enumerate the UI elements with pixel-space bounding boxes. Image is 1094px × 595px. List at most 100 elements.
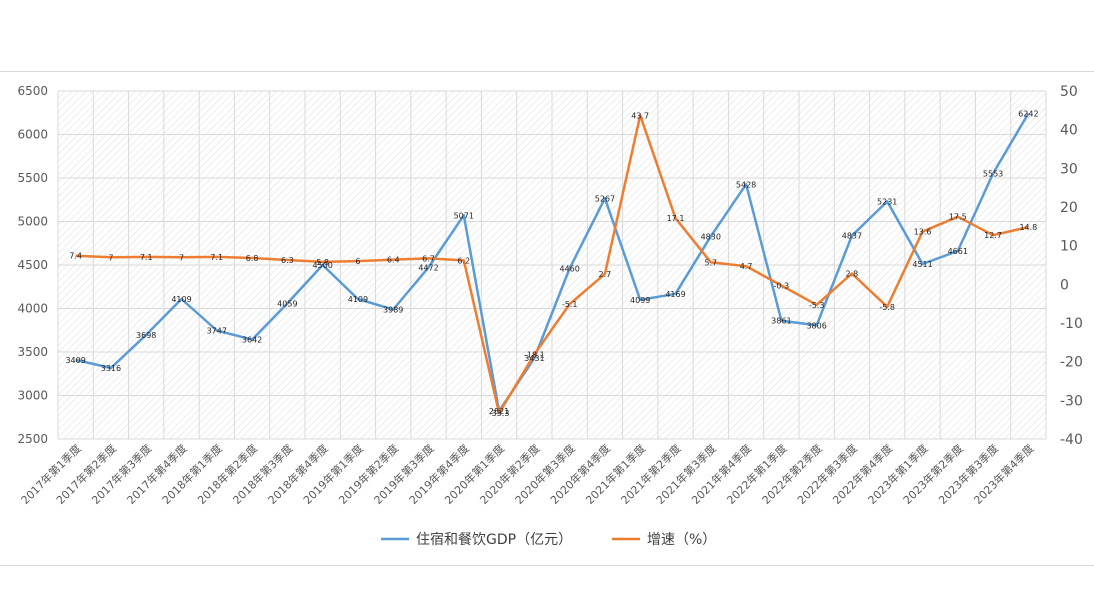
x-axis-category-label: 2018年第2季度: [194, 441, 260, 507]
x-axis-category-label: 2018年第1季度: [159, 441, 225, 507]
x-axis-category-label: 2017年第3季度: [89, 441, 155, 507]
gdp-data-label: 3409: [65, 356, 85, 365]
right-axis-tick-label: 50: [1060, 84, 1078, 100]
x-axis-category-label: 2020年第4季度: [547, 441, 613, 507]
legend-gdp-label: 住宿和餐饮GDP（亿元）: [416, 531, 572, 548]
left-axis-tick-label: 6500: [17, 84, 48, 98]
growth-data-label: 5.7: [704, 258, 717, 267]
right-axis-tick-label: 10: [1060, 239, 1078, 255]
growth-data-label: -5.1: [562, 300, 578, 309]
growth-data-label: -5.8: [879, 303, 895, 312]
gdp-data-label: 3806: [806, 321, 826, 330]
x-axis-category-label: 2019年第1季度: [300, 441, 366, 507]
gdp-data-label: 4472: [418, 263, 438, 272]
gdp-data-label: 3861: [771, 317, 791, 326]
x-axis-category-label: 2022年第3季度: [794, 441, 860, 507]
growth-data-label: 6.3: [281, 256, 294, 265]
x-axis-category-label: 2020年第2季度: [477, 441, 543, 507]
x-axis-category-label: 2017年第2季度: [53, 441, 119, 507]
gdp-data-label: 3747: [207, 327, 227, 336]
growth-data-label: -33.3: [489, 409, 510, 418]
legend-growth-label: 增速（%）: [647, 532, 716, 548]
gdp-data-label: 3642: [242, 336, 262, 345]
gdp-data-label: 4460: [559, 264, 579, 273]
gdp-data-label: 3316: [101, 364, 121, 373]
x-axis-category-label: 2022年第2季度: [759, 441, 825, 507]
right-axis-tick-label: 0: [1060, 277, 1069, 293]
x-axis-category-label: 2018年第3季度: [230, 441, 296, 507]
growth-data-label: 12.7: [984, 231, 1002, 240]
x-axis-category-label: 2021年第4季度: [688, 441, 754, 507]
gdp-data-label: 4661: [948, 247, 968, 256]
x-axis-category-label: 2022年第4季度: [830, 441, 896, 507]
growth-data-label: 7: [108, 253, 113, 262]
growth-data-label: 7.4: [69, 252, 82, 261]
growth-data-label: 6.7: [422, 254, 435, 263]
growth-data-label: 7.1: [210, 253, 223, 262]
growth-data-label: 17.5: [949, 213, 967, 222]
right-axis-tick-label: -30: [1060, 393, 1083, 409]
growth-data-label: 6.4: [387, 256, 400, 265]
growth-data-label: 7.1: [140, 253, 153, 262]
gdp-data-label: 3989: [383, 305, 403, 314]
right-axis-tick-label: -20: [1060, 355, 1083, 371]
x-axis-category-label: 2019年第3季度: [371, 441, 437, 507]
growth-data-label: 13.6: [914, 228, 932, 237]
right-axis-tick-label: -40: [1060, 432, 1083, 448]
x-axis-category-label: 2019年第2季度: [336, 441, 402, 507]
left-axis-tick-label: 5000: [17, 215, 48, 229]
gdp-data-label: 4837: [842, 232, 862, 241]
growth-data-label: 14.8: [1019, 223, 1037, 232]
left-axis-tick-label: 3500: [17, 345, 48, 359]
gdp-data-label: 4109: [348, 295, 368, 304]
left-axis-tick-label: 4500: [17, 258, 48, 272]
gdp-data-label: 3431: [524, 354, 544, 363]
right-axis-tick-label: 40: [1060, 123, 1078, 139]
x-axis-category-label: 2023年第4季度: [971, 441, 1037, 507]
x-axis-category-label: 2023年第1季度: [865, 441, 931, 507]
x-axis-category-label: 2023年第3季度: [935, 441, 1001, 507]
gdp-data-label: 5428: [736, 180, 756, 189]
left-axis-tick-label: 4000: [17, 302, 48, 316]
x-axis-category-label: 2022年第1季度: [724, 441, 790, 507]
x-axis-category-label: 2018年第4季度: [265, 441, 331, 507]
x-axis-category-label: 2021年第2季度: [618, 441, 684, 507]
gdp-data-label: 4511: [912, 260, 932, 269]
gdp-series-line: [75, 112, 1030, 413]
bottom-blank-panel: [0, 565, 1094, 595]
growth-data-label: 6.8: [246, 254, 259, 263]
gdp-data-label: 5267: [595, 194, 615, 203]
growth-data-label: 43.7: [631, 111, 649, 120]
growth-data-label: 4.7: [740, 262, 753, 271]
growth-data-label: 2.8: [846, 270, 859, 279]
gdp-data-label: 5553: [983, 169, 1003, 178]
left-axis-tick-label: 2500: [17, 432, 48, 446]
x-axis-category-label: 2017年第1季度: [18, 441, 84, 507]
right-axis-tick-label: 30: [1060, 161, 1078, 177]
top-blank-panel: [0, 0, 1094, 72]
right-axis-tick-label: 20: [1060, 200, 1078, 216]
x-axis-category-label: 2019年第4季度: [406, 441, 472, 507]
x-axis-category-label: 2021年第3季度: [653, 441, 719, 507]
growth-data-label: 6: [355, 257, 360, 266]
growth-data-label: 17.1: [667, 214, 685, 223]
gdp-data-label: 4109: [171, 295, 191, 304]
gdp-data-label: 4830: [701, 232, 721, 241]
gdp-data-label: 4500: [312, 261, 332, 270]
left-axis-tick-label: 6000: [17, 128, 48, 142]
right-axis-tick-label: -10: [1060, 316, 1083, 332]
growth-data-label: -5.3: [809, 301, 825, 310]
gdp-data-label: 2821: [489, 407, 509, 416]
x-axis-category-label: 2017年第4季度: [124, 441, 190, 507]
gdp-data-label: 4059: [277, 299, 297, 308]
gdp-data-label: 6242: [1018, 109, 1038, 118]
x-axis-category-label: 2023年第2季度: [900, 441, 966, 507]
gdp-data-label: 4099: [630, 296, 650, 305]
growth-series-line: [75, 114, 1029, 415]
left-axis-tick-label: 5500: [17, 171, 48, 185]
growth-data-label: 5.8: [316, 258, 329, 267]
left-axis-tick-label: 3000: [17, 389, 48, 403]
growth-data-label: -0.3: [774, 281, 790, 290]
x-axis-category-label: 2021年第1季度: [583, 441, 649, 507]
